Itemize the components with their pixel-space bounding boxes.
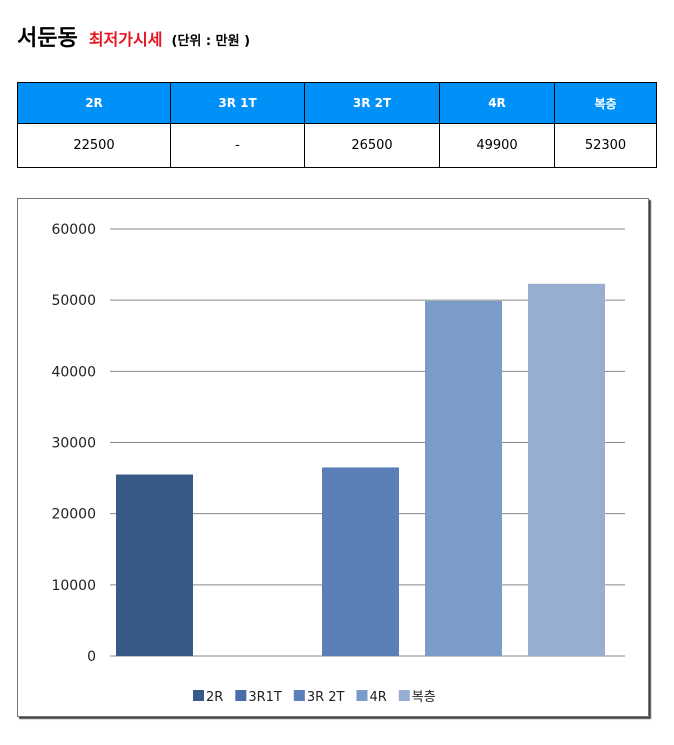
bar-5	[528, 283, 605, 656]
y-tick-label: 40000	[51, 364, 96, 380]
y-tick-label: 10000	[51, 578, 96, 594]
bar-chart: 0 10000 20000 30000 40000 50000 60000 2R 3R1T 3R …	[51, 222, 625, 705]
table-header-cell: 2R	[17, 82, 171, 124]
chart-container: 0 10000 20000 30000 40000 50000 60000 2R 3R1T 3R …	[17, 198, 649, 717]
unit-label: (단위 : 만원 )	[171, 34, 251, 49]
legend-swatch	[398, 690, 410, 701]
legend-label: 3R1T	[248, 690, 282, 705]
table-cell: 26500	[304, 123, 440, 168]
bar-3	[322, 467, 399, 656]
bar-1	[116, 474, 193, 656]
legend-swatch	[235, 690, 247, 701]
table-cell: 22500	[17, 123, 171, 168]
y-tick-label: 50000	[51, 293, 96, 309]
price-table: 2R 3R 1T 3R 2T 4R 복층 22500 - 26500 49900…	[17, 82, 657, 168]
table-cell: 52300	[554, 123, 657, 168]
legend-swatch	[193, 690, 204, 701]
legend-label: 2R	[206, 690, 223, 705]
table-cell: -	[170, 123, 305, 168]
page-title-row: 서둔동 최저가시세 (단위 : 만원 )	[17, 20, 250, 52]
legend-label: 4R	[369, 690, 386, 705]
bar-4	[425, 300, 502, 656]
table-header-cell: 3R 2T	[304, 82, 440, 124]
legend-label: 복층	[412, 690, 436, 705]
table-cell: 49900	[439, 123, 555, 168]
legend-swatch	[356, 690, 368, 701]
page-subtitle: 최저가시세	[88, 30, 163, 49]
table-row: 22500 - 26500 49900 52300	[17, 123, 657, 168]
table-header-row: 2R 3R 1T 3R 2T 4R 복층	[17, 82, 657, 124]
legend-swatch	[293, 690, 305, 701]
y-tick-label: 30000	[51, 436, 96, 452]
page-title: 서둔동	[17, 26, 78, 51]
legend-label: 3R 2T	[307, 690, 345, 705]
table-header-cell: 3R 1T	[170, 82, 305, 124]
table-header-cell: 복층	[554, 82, 657, 124]
y-tick-label: 60000	[51, 222, 96, 238]
y-tick-label: 0	[87, 649, 96, 665]
table-header-cell: 4R	[439, 82, 555, 124]
y-tick-label: 20000	[51, 507, 96, 523]
